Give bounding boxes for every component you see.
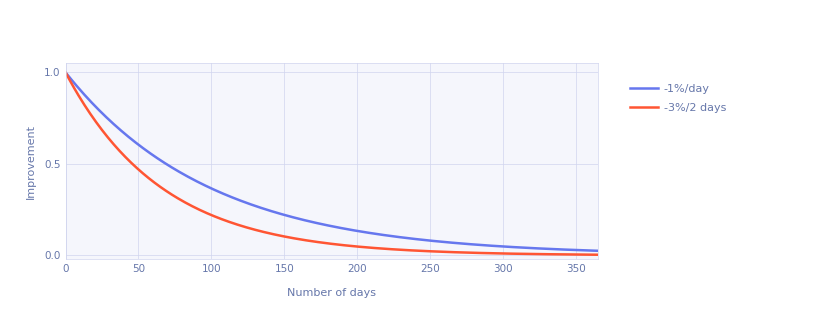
-1%/day — [113, 126, 123, 130]
-3%/2 days — [425, 249, 435, 253]
-1%/day — [348, 228, 358, 232]
-3%/2 days — [151, 182, 161, 185]
-3%/2 days — [113, 147, 123, 151]
-1%/day — [455, 241, 464, 245]
-1%/day — [61, 70, 70, 74]
-1%/day — [151, 155, 161, 159]
-3%/2 days — [61, 70, 70, 74]
X-axis label: Number of days: Number of days — [287, 288, 376, 298]
Legend: -1%/day, -3%/2 days: -1%/day, -3%/2 days — [625, 79, 731, 118]
-3%/2 days — [455, 251, 464, 254]
-1%/day — [170, 167, 180, 171]
Line: -1%/day: -1%/day — [66, 72, 598, 251]
-1%/day — [593, 249, 603, 253]
Y-axis label: Improvement: Improvement — [26, 124, 36, 199]
-1%/day — [425, 239, 435, 242]
-3%/2 days — [348, 244, 358, 248]
-3%/2 days — [593, 253, 603, 257]
-3%/2 days — [170, 195, 180, 198]
Line: -3%/2 days: -3%/2 days — [66, 72, 598, 255]
